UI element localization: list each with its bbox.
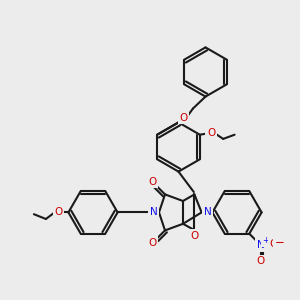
Text: O: O (256, 256, 265, 266)
Text: N: N (257, 240, 265, 250)
Text: O: O (190, 231, 199, 241)
Text: O: O (54, 207, 63, 218)
Text: O: O (148, 238, 157, 248)
Text: −: − (274, 236, 284, 249)
Text: N: N (204, 207, 212, 218)
Text: O: O (207, 128, 215, 139)
Text: O: O (179, 112, 188, 123)
Text: O: O (148, 177, 157, 187)
Text: O: O (269, 239, 278, 249)
Text: +: + (262, 236, 269, 245)
Text: N: N (150, 207, 158, 218)
